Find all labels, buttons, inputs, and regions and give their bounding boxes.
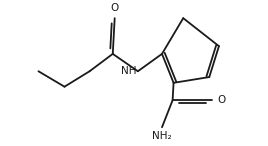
Text: NH: NH (121, 66, 137, 76)
Text: O: O (111, 3, 119, 13)
Text: NH₂: NH₂ (152, 131, 172, 141)
Text: O: O (217, 95, 225, 105)
